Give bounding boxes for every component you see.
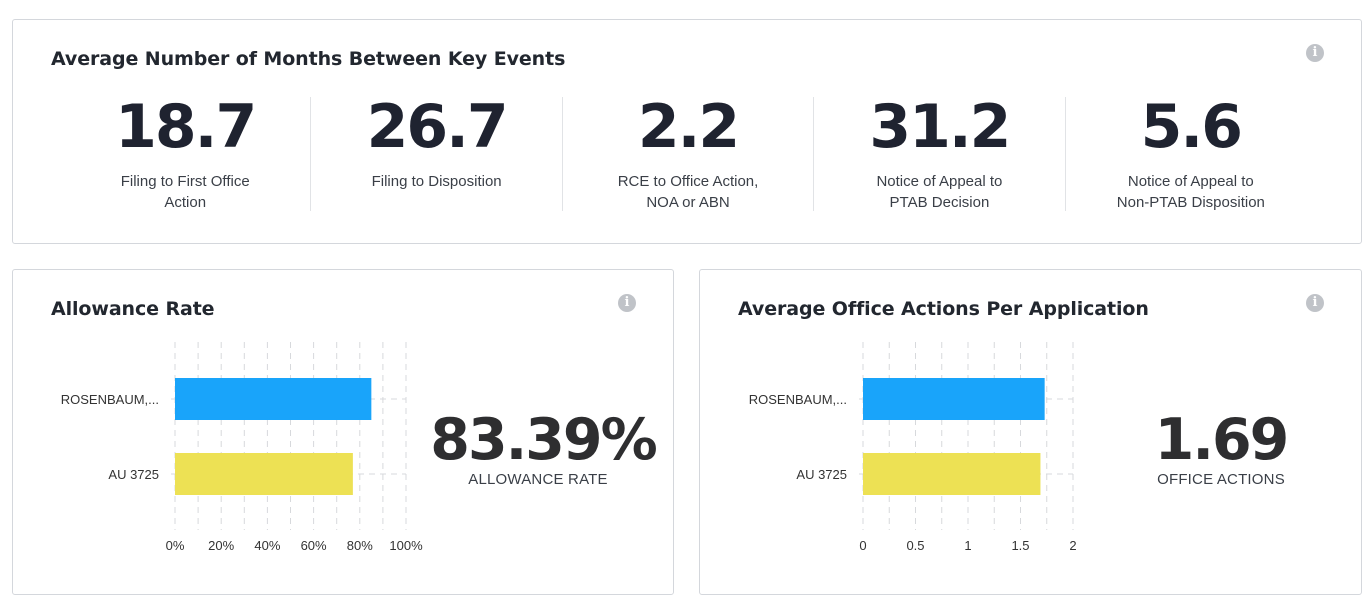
stat-label: RCE to Office Action, NOA or ABN xyxy=(617,173,759,211)
bar-examiner xyxy=(863,378,1045,420)
key-events-stats: 18.7 Filing to First Office Action 26.7 … xyxy=(60,92,1316,211)
stat-label: Notice of Appeal to Non-PTAB Disposition xyxy=(1116,173,1265,211)
bar-art-unit xyxy=(863,453,1041,495)
tick-label: 0% xyxy=(166,538,185,553)
info-icon[interactable]: i xyxy=(618,294,636,312)
bar-examiner xyxy=(175,378,372,420)
stat-label: Filing to First Office Action xyxy=(120,173,250,211)
tick-label: 60% xyxy=(301,538,327,553)
office-actions-title: Average Office Actions Per Application xyxy=(738,298,1149,320)
category-label: ROSENBAUM,... xyxy=(749,392,847,407)
stat-appeal-to-ptab: 31.2 Notice of Appeal to PTAB Decision xyxy=(813,92,1064,211)
tick-label: 100% xyxy=(389,538,423,553)
info-icon[interactable]: i xyxy=(1306,294,1324,312)
stat-label: Notice of Appeal to PTAB Decision xyxy=(876,173,1003,211)
stat-value: 18.7 xyxy=(115,92,257,162)
bar-art-unit xyxy=(175,453,353,495)
office-actions-value: 1.69 xyxy=(1154,407,1290,473)
tick-label: 0 xyxy=(859,538,866,553)
info-icon[interactable]: i xyxy=(1306,44,1324,62)
tick-label: 20% xyxy=(208,538,234,553)
stat-label: Filing to Disposition xyxy=(371,173,502,190)
tick-label: 0.5 xyxy=(906,538,924,553)
allowance-rate-card: Allowance Rate i ROSENBAUM,... AU 3725 0% 2… xyxy=(12,269,674,595)
key-events-title: Average Number of Months Between Key Eve… xyxy=(51,48,566,70)
stat-filing-to-disposition: 26.7 Filing to Disposition xyxy=(310,92,561,211)
stat-value: 5.6 xyxy=(1140,92,1243,162)
office-actions-card: Average Office Actions Per Application i… xyxy=(699,269,1362,595)
allowance-rate-title: Allowance Rate xyxy=(51,298,215,320)
stat-appeal-to-non-ptab: 5.6 Notice of Appeal to Non-PTAB Disposi… xyxy=(1064,92,1316,211)
stat-value: 31.2 xyxy=(869,92,1011,162)
office-actions-chart: ROSENBAUM,... AU 3725 0 0.5 1 1.5 2 xyxy=(749,342,1077,553)
allowance-rate-value: 83.39% xyxy=(430,407,657,473)
stat-value: 2.2 xyxy=(637,92,740,162)
tick-label: 80% xyxy=(347,538,373,553)
tick-label: 1 xyxy=(964,538,971,553)
allowance-rate-label: ALLOWANCE RATE xyxy=(468,471,608,488)
category-label: ROSENBAUM,... xyxy=(61,392,159,407)
stat-value: 26.7 xyxy=(366,92,509,162)
tick-label: 2 xyxy=(1069,538,1076,553)
stat-rce-to-oa: 2.2 RCE to Office Action, NOA or ABN xyxy=(561,92,813,211)
allowance-rate-chart: ROSENBAUM,... AU 3725 0% 20% 40% 60% 80% 100% xyxy=(61,342,423,553)
category-label: AU 3725 xyxy=(108,467,159,482)
tick-label: 1.5 xyxy=(1011,538,1029,553)
office-actions-label: OFFICE ACTIONS xyxy=(1157,471,1285,488)
tick-label: 40% xyxy=(254,538,280,553)
category-label: AU 3725 xyxy=(796,467,847,482)
stat-filing-to-first-oa: 18.7 Filing to First Office Action xyxy=(60,92,310,211)
key-events-card: Average Number of Months Between Key Eve… xyxy=(12,19,1362,244)
